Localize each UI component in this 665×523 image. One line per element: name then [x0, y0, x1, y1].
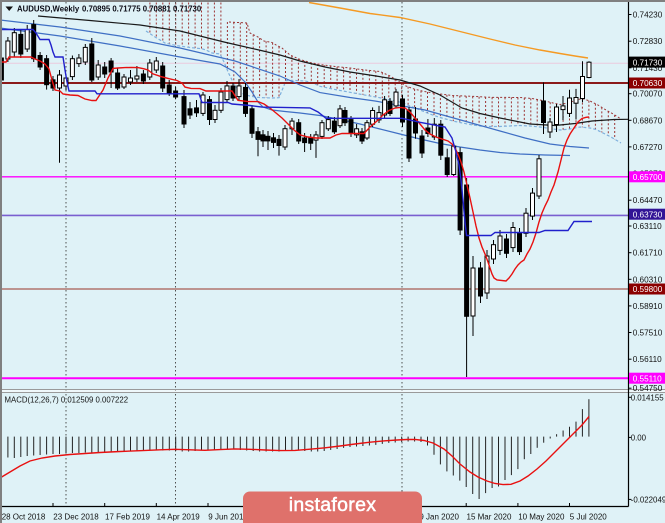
svg-text:0.61710: 0.61710 — [633, 249, 663, 258]
svg-text:0.70070: 0.70070 — [633, 90, 663, 99]
svg-text:5 Jul 2020: 5 Jul 2020 — [570, 513, 607, 522]
svg-text:0.65700: 0.65700 — [633, 173, 663, 182]
svg-text:23 Dec 2018: 23 Dec 2018 — [53, 513, 99, 522]
svg-text:15 Mar 2020: 15 Mar 2020 — [467, 513, 512, 522]
svg-text:0.63110: 0.63110 — [633, 222, 662, 231]
svg-text:19 Jan 2020: 19 Jan 2020 — [415, 513, 460, 522]
svg-text:0.68670: 0.68670 — [633, 116, 663, 125]
svg-text:0.74230: 0.74230 — [633, 11, 663, 20]
svg-text:0.63730: 0.63730 — [633, 210, 663, 219]
svg-text:0.70895 0.71775 0.70881 0.7173: 0.70895 0.71775 0.70881 0.71730 — [82, 5, 202, 14]
svg-text:14 Apr 2019: 14 Apr 2019 — [157, 513, 201, 522]
svg-text:0.67270: 0.67270 — [633, 143, 663, 152]
svg-text:0.00: 0.00 — [631, 433, 647, 442]
svg-text:0.64470: 0.64470 — [633, 196, 663, 205]
svg-text:0.58910: 0.58910 — [633, 302, 663, 311]
svg-text:10 May 2020: 10 May 2020 — [518, 513, 565, 522]
svg-text:0.57510: 0.57510 — [633, 329, 663, 338]
svg-text:9 Jun 2019: 9 Jun 2019 — [208, 513, 248, 522]
svg-text:0.70630: 0.70630 — [633, 79, 663, 88]
svg-text:instaforex: instaforex — [289, 494, 377, 516]
svg-text:0.56110: 0.56110 — [633, 355, 662, 364]
svg-text:0.71430: 0.71430 — [633, 64, 663, 73]
svg-text:0.014155: 0.014155 — [631, 393, 665, 402]
svg-text:-0.022049: -0.022049 — [631, 495, 665, 504]
svg-text:0.72830: 0.72830 — [633, 37, 663, 46]
svg-text:17 Feb 2019: 17 Feb 2019 — [105, 513, 150, 522]
svg-text:0.60310: 0.60310 — [633, 275, 663, 284]
svg-text:0.59800: 0.59800 — [633, 285, 663, 294]
svg-text:0.71730: 0.71730 — [633, 58, 663, 67]
svg-text:0.55110: 0.55110 — [633, 374, 662, 383]
svg-text:0.54750: 0.54750 — [633, 384, 663, 393]
svg-text:28 Oct 2018: 28 Oct 2018 — [2, 513, 46, 522]
svg-text:AUDUSD,Weekly: AUDUSD,Weekly — [17, 5, 80, 14]
svg-text:MACD(12,26,7) 0.012509 0.00722: MACD(12,26,7) 0.012509 0.007222 — [5, 396, 129, 405]
